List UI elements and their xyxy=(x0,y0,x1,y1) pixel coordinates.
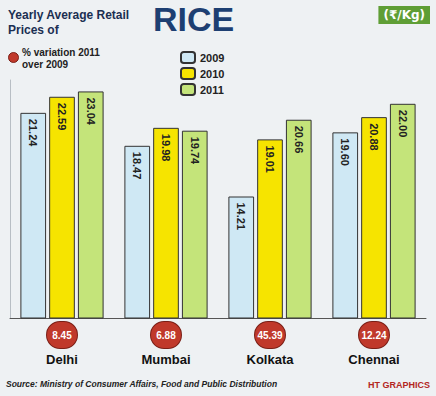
svg-text:20.88: 20.88 xyxy=(368,123,380,151)
svg-text:(₹/Kg): (₹/Kg) xyxy=(383,8,425,22)
svg-text:Yearly Average Retail: Yearly Average Retail xyxy=(8,8,129,22)
svg-text:8.45: 8.45 xyxy=(52,330,72,341)
svg-text:6.88: 6.88 xyxy=(156,330,176,341)
svg-text:% variation 2011: % variation 2011 xyxy=(22,47,100,58)
svg-text:2009: 2009 xyxy=(200,52,224,64)
svg-text:19.01: 19.01 xyxy=(264,145,276,173)
svg-text:12.24: 12.24 xyxy=(361,330,386,341)
svg-text:2010: 2010 xyxy=(200,68,224,80)
svg-text:21.24: 21.24 xyxy=(27,119,39,147)
svg-text:Kolkata: Kolkata xyxy=(247,352,295,367)
svg-text:Prices of: Prices of xyxy=(8,23,60,37)
svg-text:45.39: 45.39 xyxy=(257,330,282,341)
svg-text:18.47: 18.47 xyxy=(131,152,143,180)
svg-text:RICE: RICE xyxy=(153,0,234,38)
svg-text:Chennai: Chennai xyxy=(348,352,399,367)
svg-text:19.60: 19.60 xyxy=(339,138,351,166)
svg-text:Delhi: Delhi xyxy=(46,352,78,367)
svg-text:2011: 2011 xyxy=(200,84,224,96)
svg-text:23.04: 23.04 xyxy=(85,97,97,125)
svg-text:Source: Ministry of Consumer A: Source: Ministry of Consumer Affairs, Fo… xyxy=(6,379,277,389)
svg-text:22.00: 22.00 xyxy=(397,110,409,138)
svg-text:20.66: 20.66 xyxy=(293,126,305,154)
svg-text:over 2009: over 2009 xyxy=(22,59,69,70)
svg-text:HT GRAPHICS: HT GRAPHICS xyxy=(368,380,430,390)
svg-text:22.59: 22.59 xyxy=(56,103,68,131)
svg-text:Mumbai: Mumbai xyxy=(141,352,190,367)
svg-text:19.74: 19.74 xyxy=(189,137,201,165)
svg-text:14.21: 14.21 xyxy=(235,203,247,231)
svg-text:19.98: 19.98 xyxy=(160,134,172,162)
